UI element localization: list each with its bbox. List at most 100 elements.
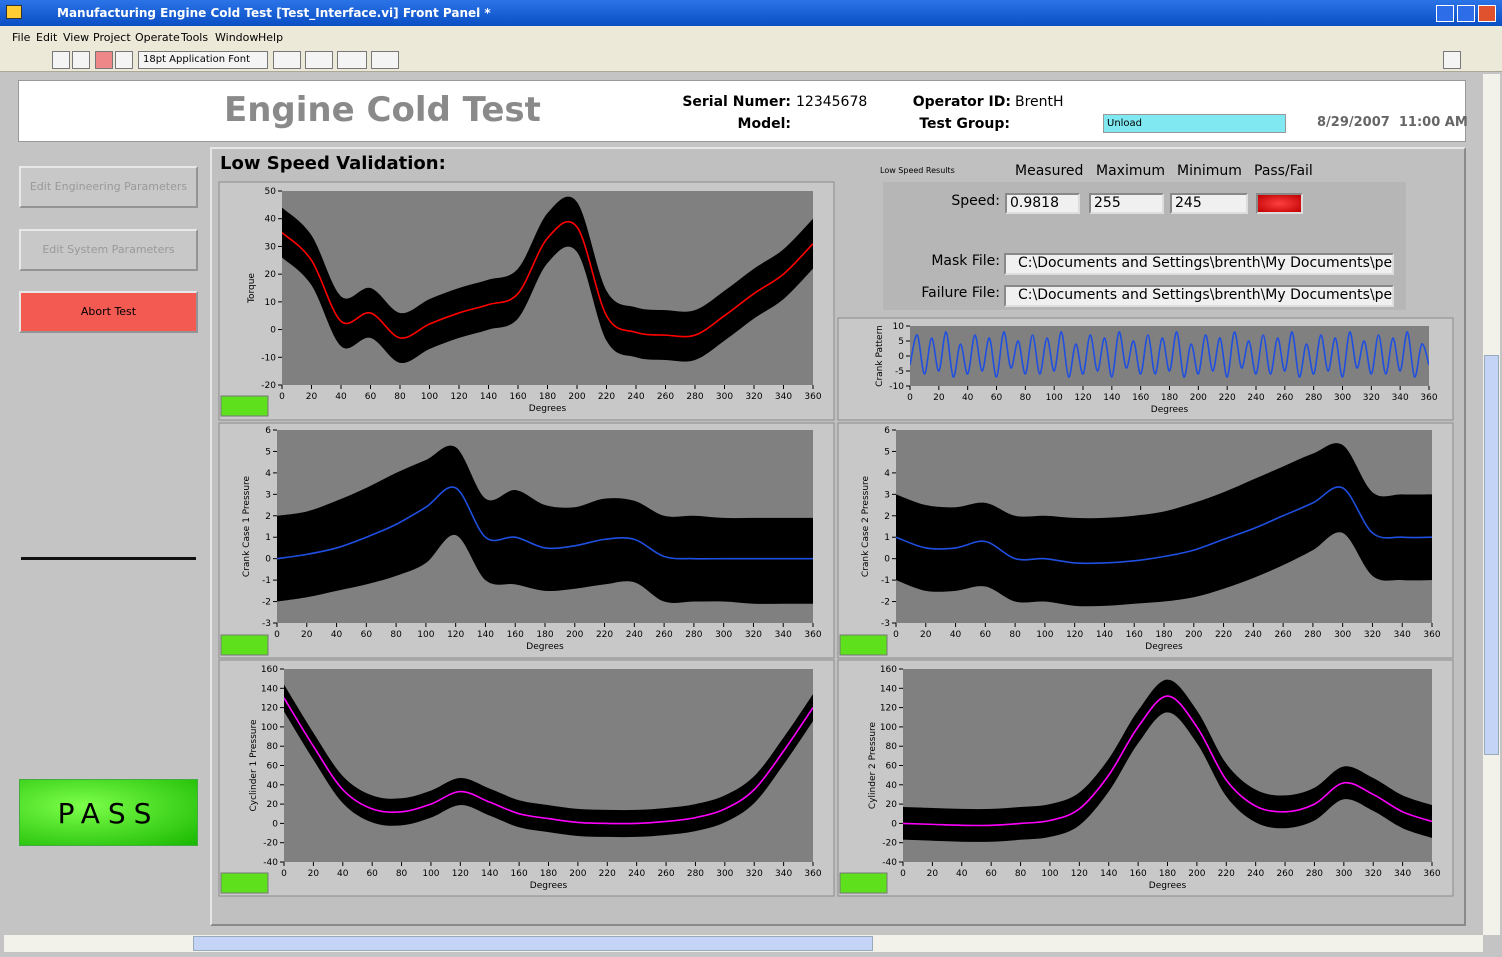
distribute-button[interactable]: [305, 51, 333, 69]
y-tick-label: 4: [265, 469, 271, 479]
run-continuous-button[interactable]: [72, 51, 90, 69]
y-tick-label: 0: [272, 819, 278, 829]
x-tick-label: 20: [306, 392, 318, 402]
plot-group: [284, 684, 813, 838]
menu-item[interactable]: View: [63, 31, 90, 44]
y-tick-label: 1: [265, 533, 271, 543]
y-tick-label: 40: [267, 781, 279, 791]
x-tick-label: 360: [1420, 393, 1437, 403]
y-tick-label: 5: [898, 337, 904, 347]
operator-value: BrentH: [1015, 94, 1064, 110]
y-tick-label: -10: [261, 353, 276, 363]
x-tick-label: 20: [927, 869, 939, 879]
x-tick-label: 320: [745, 630, 762, 640]
maximize-button[interactable]: [1457, 5, 1475, 22]
plot-area: [284, 669, 813, 862]
x-tick-label: 360: [1423, 630, 1440, 640]
menu-item[interactable]: Operate: [135, 31, 180, 44]
abort-test-button[interactable]: Abort Test: [19, 291, 198, 333]
y-tick-label: 120: [261, 704, 278, 714]
menu-item[interactable]: Tools: [181, 31, 209, 44]
y-tick-label: 4: [884, 469, 890, 479]
y-tick-label: 30: [265, 242, 277, 252]
y-tick-label: 140: [880, 684, 897, 694]
x-tick-label: 280: [1304, 630, 1321, 640]
abort-button[interactable]: [95, 51, 113, 69]
align-button[interactable]: [273, 51, 301, 69]
font-selector[interactable]: 18pt Application Font: [138, 51, 268, 69]
minimize-button[interactable]: [1436, 5, 1454, 22]
y-tick-label: 5: [265, 447, 271, 457]
help-button[interactable]: [1443, 51, 1461, 69]
serial-label: Serial Numer:: [682, 94, 791, 110]
menu-item[interactable]: Help: [258, 31, 284, 44]
x-tick-label: 60: [361, 630, 373, 640]
y-tick-label: 3: [884, 490, 890, 500]
x-tick-label: 240: [628, 869, 645, 879]
x-tick-label: 280: [1305, 393, 1322, 403]
x-tick-label: 100: [422, 869, 439, 879]
plot-group: [910, 331, 1429, 378]
x-tick-label: 140: [1103, 393, 1120, 403]
horizontal-scroll-thumb[interactable]: [193, 936, 873, 951]
x-tick-label: 100: [417, 630, 434, 640]
x-tick-label: 220: [1215, 630, 1232, 640]
y-tick-label: -2: [262, 598, 271, 608]
x-tick-label: 240: [627, 392, 644, 402]
results-caption: Low Speed Results: [880, 166, 955, 175]
menu-bar: File Edit View Project Operate Tools Window Hel…: [0, 26, 1502, 48]
x-tick-label: 220: [599, 869, 616, 879]
y-tick-label: 0: [898, 352, 904, 362]
x-tick-label: 200: [568, 392, 585, 402]
mask-file-label: Mask File:: [931, 253, 1000, 269]
menu-item[interactable]: Edit: [36, 31, 58, 44]
x-tick-label: 300: [716, 869, 733, 879]
edit-system-button[interactable]: Edit System Parameters: [19, 229, 198, 271]
y-tick-label: -5: [895, 367, 904, 377]
x-tick-label: 80: [396, 869, 408, 879]
menu-item[interactable]: Window: [215, 31, 259, 44]
y-tick-label: 160: [261, 665, 278, 675]
x-axis-label: Degrees: [530, 881, 568, 891]
resize-button[interactable]: [337, 51, 367, 69]
x-tick-label: 240: [1247, 869, 1264, 879]
edit-engineering-button[interactable]: Edit Engineering Parameters: [19, 166, 198, 208]
status-led: [839, 634, 888, 656]
x-tick-label: 140: [480, 392, 497, 402]
x-tick-label: 0: [907, 393, 913, 403]
x-tick-label: 80: [394, 392, 406, 402]
status-led: [220, 872, 269, 894]
x-tick-label: 140: [1100, 869, 1117, 879]
menu-item[interactable]: File: [12, 31, 31, 44]
reorder-button[interactable]: [371, 51, 399, 69]
y-tick-label: -2: [881, 598, 890, 608]
test-group-label: Test Group:: [919, 116, 1010, 132]
x-tick-label: 80: [1009, 630, 1021, 640]
close-button[interactable]: [1478, 5, 1496, 22]
x-tick-label: 300: [1335, 869, 1352, 879]
serial-value: 12345678: [796, 94, 868, 110]
pause-button[interactable]: [115, 51, 133, 69]
y-tick-label: 50: [265, 187, 277, 197]
x-tick-label: 240: [1245, 630, 1262, 640]
y-tick-label: 20: [886, 800, 898, 810]
menu-item[interactable]: Project: [93, 31, 131, 44]
y-tick-label: 60: [886, 762, 898, 772]
x-tick-label: 300: [1334, 630, 1351, 640]
vertical-scroll-thumb[interactable]: [1484, 355, 1499, 755]
model-label: Model:: [737, 116, 791, 132]
run-button[interactable]: [52, 51, 70, 69]
x-tick-label: 40: [950, 630, 962, 640]
x-tick-label: 100: [1046, 393, 1063, 403]
x-tick-label: 140: [1096, 630, 1113, 640]
x-tick-label: 120: [447, 630, 464, 640]
y-axis-label: Cylinder 2 Pressure: [868, 721, 878, 809]
x-tick-label: 360: [804, 869, 821, 879]
x-tick-label: 280: [686, 392, 703, 402]
x-tick-label: 340: [775, 392, 792, 402]
separator: [21, 557, 196, 560]
x-tick-label: 40: [331, 630, 343, 640]
x-tick-label: 100: [1036, 630, 1053, 640]
x-tick-label: 340: [1392, 393, 1409, 403]
pass-fail-led: [1256, 193, 1303, 214]
